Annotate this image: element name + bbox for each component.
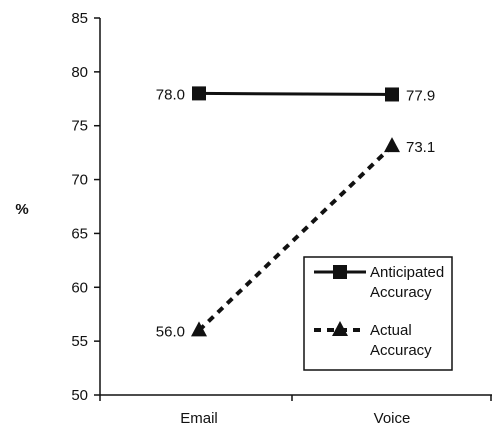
data-label: 56.0 xyxy=(156,323,185,340)
triangle-marker xyxy=(191,321,207,337)
legend-label: Accuracy xyxy=(370,284,432,301)
y-tick-label: 70 xyxy=(71,172,88,189)
data-label: 73.1 xyxy=(406,139,435,156)
legend-triangle-marker xyxy=(332,321,348,336)
legend-label: Accuracy xyxy=(370,342,432,359)
series-line xyxy=(197,144,394,332)
square-marker xyxy=(385,87,399,102)
x-tick-label: Voice xyxy=(374,410,411,427)
square-marker xyxy=(192,86,206,101)
legend-box xyxy=(303,256,453,371)
series-2: 56.0 73.1 xyxy=(156,137,435,340)
y-tick-label: 75 xyxy=(71,118,88,135)
series-1: 78.0 77.9 xyxy=(156,86,435,104)
series-line xyxy=(198,91,393,96)
y-tick-label: 80 xyxy=(71,64,88,81)
triangle-marker xyxy=(384,137,400,153)
data-label: 78.0 xyxy=(156,86,185,103)
y-tick-label: 50 xyxy=(71,387,88,404)
y-axis-label: % xyxy=(15,201,28,218)
x-tick-label: Email xyxy=(180,410,218,427)
legend-label: Actual xyxy=(370,322,412,339)
legend: Anticipated Accuracy Actual Accuracy xyxy=(303,256,453,371)
legend-square-marker xyxy=(333,265,347,279)
y-tick-label: 85 xyxy=(71,10,88,27)
y-tick-label: 60 xyxy=(71,279,88,296)
legend-label: Anticipated xyxy=(370,264,444,281)
series-layer: 78.0 77.9 56.0 73.1 xyxy=(156,86,435,340)
y-tick-label: 65 xyxy=(71,225,88,242)
y-tick-label: 55 xyxy=(71,333,88,350)
data-label: 77.9 xyxy=(406,87,435,104)
axes: 50 55 60 65 70 75 80 85 Email Voice xyxy=(71,10,492,427)
